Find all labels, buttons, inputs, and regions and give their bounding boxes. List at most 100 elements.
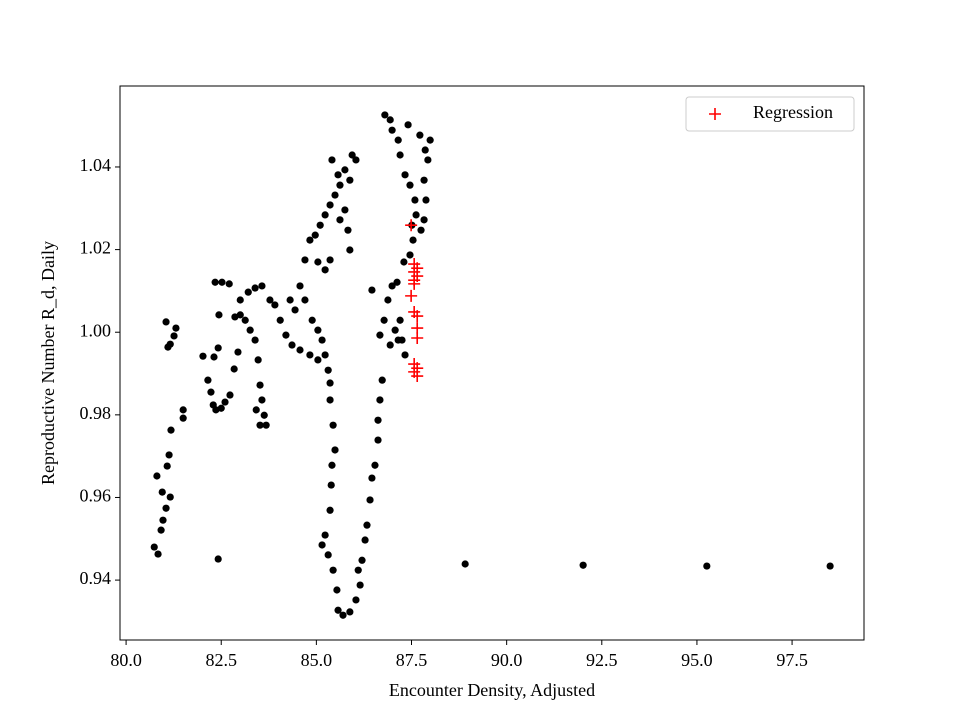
point [251, 336, 259, 344]
point [420, 176, 428, 184]
point [386, 341, 394, 349]
point [236, 296, 244, 304]
point [461, 560, 469, 568]
point [288, 341, 296, 349]
point [306, 351, 314, 359]
point [424, 156, 432, 164]
point [363, 521, 371, 529]
point [324, 551, 332, 559]
point [221, 398, 229, 406]
point [352, 596, 360, 604]
point [258, 396, 266, 404]
x-tick-label: 92.5 [586, 650, 618, 670]
point [579, 561, 587, 569]
point [162, 318, 170, 326]
point [703, 562, 711, 570]
point [204, 376, 212, 384]
point [380, 316, 388, 324]
point [331, 446, 339, 454]
point [354, 566, 362, 574]
legend-box [685, 96, 855, 132]
point [374, 416, 382, 424]
point [296, 346, 304, 354]
plus-marker [408, 277, 421, 290]
point [258, 282, 266, 290]
point [386, 116, 394, 124]
point [236, 311, 244, 319]
point [416, 131, 424, 139]
point [348, 151, 356, 159]
point [421, 146, 429, 154]
x-tick-label: 80.0 [110, 650, 142, 670]
point [329, 421, 337, 429]
point [328, 156, 336, 164]
point [321, 351, 329, 359]
y-tick-label: 1.00 [80, 320, 112, 340]
x-tick-label: 82.5 [205, 650, 237, 670]
point [336, 216, 344, 224]
point [393, 278, 401, 286]
point [376, 331, 384, 339]
point [331, 191, 339, 199]
point [334, 171, 342, 179]
plot-frame [119, 85, 865, 641]
point [346, 176, 354, 184]
x-axis-label: Encounter Density, Adjusted [389, 680, 595, 700]
point [346, 246, 354, 254]
point [388, 282, 396, 290]
point [311, 231, 319, 239]
point [321, 531, 329, 539]
point [344, 226, 352, 234]
point [366, 496, 374, 504]
point [376, 396, 384, 404]
point [352, 156, 360, 164]
point [381, 111, 389, 119]
point [260, 411, 268, 419]
point [164, 343, 172, 351]
point [358, 556, 366, 564]
plus-marker [411, 310, 424, 323]
point [326, 201, 334, 209]
point [412, 211, 420, 219]
point [321, 266, 329, 274]
y-tick-label: 0.94 [80, 568, 112, 588]
point [172, 324, 180, 332]
point [368, 474, 376, 482]
point [244, 288, 252, 296]
point [422, 196, 430, 204]
point [420, 216, 428, 224]
point [158, 488, 166, 496]
y-axis-label: Reproductive Number R_d, Daily [38, 241, 58, 485]
point [234, 348, 242, 356]
point [218, 278, 226, 286]
point [339, 611, 347, 619]
point [391, 326, 399, 334]
point [396, 316, 404, 324]
point [328, 461, 336, 469]
point [251, 284, 259, 292]
point [341, 206, 349, 214]
point [254, 356, 262, 364]
point [417, 226, 425, 234]
point [394, 336, 402, 344]
point [252, 406, 260, 414]
plus-marker [411, 332, 424, 345]
point [324, 366, 332, 374]
point [388, 126, 396, 134]
point [371, 461, 379, 469]
point [356, 581, 364, 589]
x-tick-label: 97.5 [776, 650, 808, 670]
point [217, 404, 225, 412]
point [214, 555, 222, 563]
point [262, 421, 270, 429]
point [346, 608, 354, 616]
point [411, 196, 419, 204]
x-tick-label: 95.0 [681, 650, 713, 670]
point [333, 586, 341, 594]
point [301, 256, 309, 264]
point [426, 136, 434, 144]
point [241, 316, 249, 324]
point [170, 332, 178, 340]
point [207, 388, 215, 396]
